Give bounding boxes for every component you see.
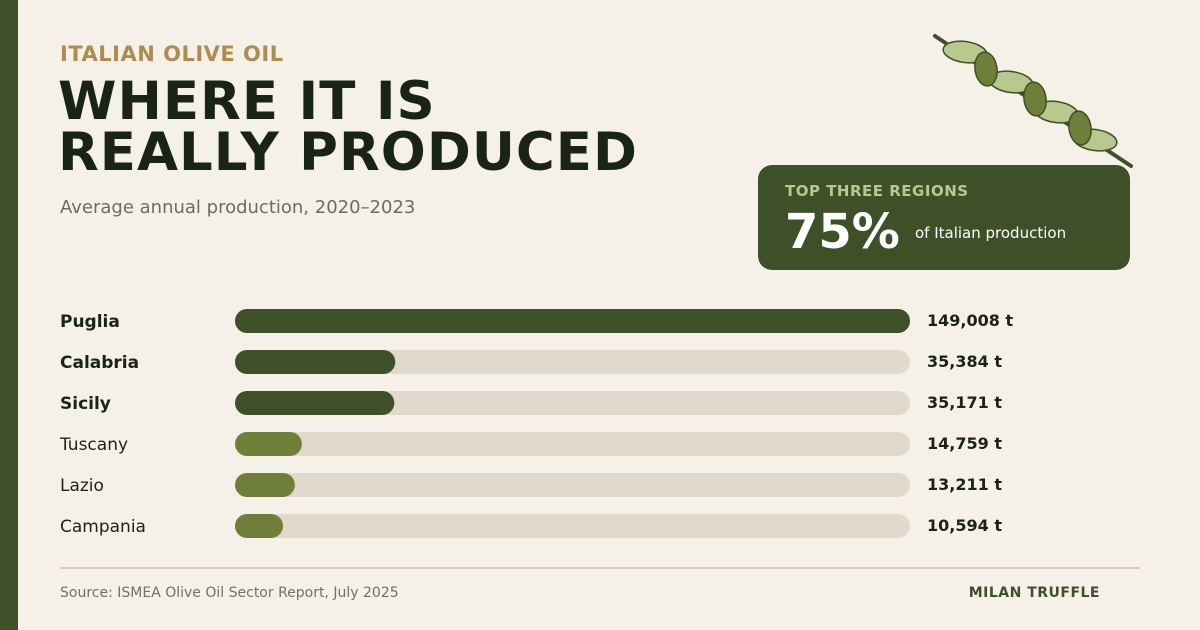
value-label: 149,008 t xyxy=(927,311,1013,330)
category-label: Puglia xyxy=(60,312,120,332)
bar-track xyxy=(235,391,910,415)
left-accent-bar xyxy=(0,0,18,630)
value-label: 14,759 t xyxy=(927,434,1002,453)
page-title: WHERE IT IS REALLY PRODUCED xyxy=(58,71,638,183)
olive-icon xyxy=(1068,110,1092,146)
bar-track xyxy=(235,473,910,497)
bar-track xyxy=(235,514,910,538)
title-line-1: WHERE IT IS xyxy=(58,71,436,132)
olive-icon xyxy=(974,51,998,87)
brand-name: MILAN TRUFFLE xyxy=(968,585,1100,601)
top-regions-stat-card: TOP THREE REGIONS 75% of Italian product… xyxy=(758,165,1130,270)
category-label: Calabria xyxy=(60,353,139,373)
bar xyxy=(235,350,396,374)
subtitle: Average annual production, 2020–2023 xyxy=(60,197,416,218)
source-note: Source: ISMEA Olive Oil Sector Report, J… xyxy=(60,585,399,601)
bar xyxy=(235,432,302,456)
stat-card-description: of Italian production xyxy=(915,224,1067,242)
kicker-label: ITALIAN OLIVE OIL xyxy=(60,42,284,66)
olive-icon xyxy=(1023,81,1047,117)
value-label: 35,171 t xyxy=(927,393,1002,412)
stat-card-value: 75% xyxy=(785,204,900,260)
category-label: Tuscany xyxy=(59,435,128,455)
category-label: Lazio xyxy=(60,476,104,496)
bar xyxy=(235,309,910,333)
bar xyxy=(235,391,395,415)
category-label: Campania xyxy=(60,517,146,537)
olive-branch-illustration xyxy=(933,34,1133,168)
bar-track xyxy=(235,350,910,374)
bar-track xyxy=(235,432,910,456)
category-label: Sicily xyxy=(60,394,111,414)
bar xyxy=(235,473,295,497)
bar-track xyxy=(235,309,910,333)
footer-divider xyxy=(60,567,1140,569)
bar xyxy=(235,514,283,538)
stat-card-label: TOP THREE REGIONS xyxy=(785,182,969,200)
value-label: 10,594 t xyxy=(927,516,1002,535)
value-label: 35,384 t xyxy=(927,352,1002,371)
value-label: 13,211 t xyxy=(927,475,1002,494)
title-line-2: REALLY PRODUCED xyxy=(58,122,638,183)
